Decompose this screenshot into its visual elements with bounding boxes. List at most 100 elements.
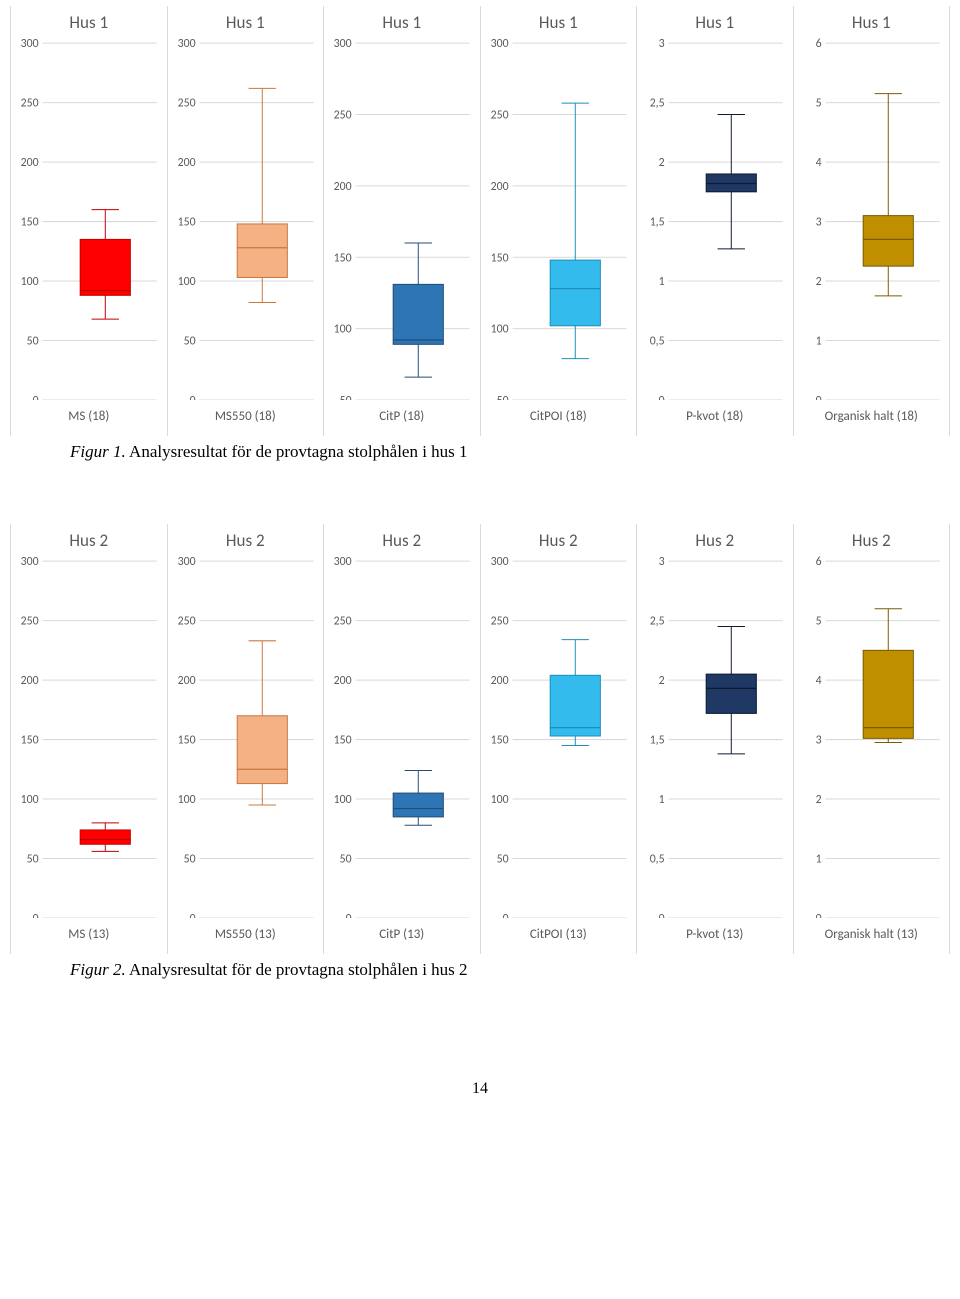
svg-text:250: 250 bbox=[177, 96, 195, 110]
svg-text:300: 300 bbox=[490, 37, 508, 51]
svg-text:200: 200 bbox=[21, 674, 39, 688]
figure-spacer bbox=[10, 462, 950, 518]
svg-text:1: 1 bbox=[815, 334, 821, 348]
svg-text:100: 100 bbox=[490, 793, 508, 807]
svg-text:50: 50 bbox=[183, 852, 195, 866]
page: Hus 1050100150200250300MS (18)Hus 105010… bbox=[0, 6, 960, 1138]
svg-text:6: 6 bbox=[815, 555, 821, 569]
panel-xlabel: CitPOI (18) bbox=[485, 400, 633, 432]
panel-title: Hus 2 bbox=[798, 530, 946, 551]
boxplot-panel: Hus 2050100150200250300MS (13) bbox=[11, 524, 168, 954]
svg-text:2,5: 2,5 bbox=[650, 96, 665, 110]
boxplot-svg: 050100150200250300 bbox=[15, 555, 163, 918]
svg-text:250: 250 bbox=[21, 96, 39, 110]
svg-text:250: 250 bbox=[490, 108, 508, 122]
svg-text:100: 100 bbox=[177, 275, 195, 289]
boxplot-panel: Hus 100,511,522,53P-kvot (18) bbox=[637, 6, 794, 436]
panel-title: Hus 1 bbox=[485, 12, 633, 33]
plot-area: 050100150200250300 bbox=[15, 555, 163, 918]
boxplot-svg: 0123456 bbox=[798, 37, 946, 400]
svg-text:1,5: 1,5 bbox=[650, 215, 665, 229]
svg-text:3: 3 bbox=[659, 555, 665, 569]
svg-text:5: 5 bbox=[815, 96, 821, 110]
panel-title: Hus 1 bbox=[15, 12, 163, 33]
plot-area: 0123456 bbox=[798, 37, 946, 400]
svg-text:150: 150 bbox=[334, 251, 352, 265]
panel-title: Hus 2 bbox=[641, 530, 789, 551]
panel-title: Hus 1 bbox=[328, 12, 476, 33]
svg-text:1,5: 1,5 bbox=[650, 733, 665, 747]
svg-text:200: 200 bbox=[177, 674, 195, 688]
svg-text:250: 250 bbox=[334, 108, 352, 122]
svg-text:0,5: 0,5 bbox=[650, 334, 665, 348]
svg-text:1: 1 bbox=[659, 793, 665, 807]
svg-text:300: 300 bbox=[21, 37, 39, 51]
svg-text:300: 300 bbox=[177, 37, 195, 51]
panel-xlabel: CitP (18) bbox=[328, 400, 476, 432]
plot-area: 050100150200250300 bbox=[15, 37, 163, 400]
svg-text:250: 250 bbox=[177, 614, 195, 628]
plot-area: 0123456 bbox=[798, 555, 946, 918]
svg-text:50: 50 bbox=[340, 394, 352, 400]
svg-text:50: 50 bbox=[340, 852, 352, 866]
plot-area: 050100150200250300 bbox=[485, 555, 633, 918]
svg-text:3: 3 bbox=[815, 733, 821, 747]
svg-text:0: 0 bbox=[189, 912, 195, 918]
svg-text:150: 150 bbox=[334, 733, 352, 747]
svg-text:50: 50 bbox=[27, 334, 39, 348]
boxplot-panel: Hus 200,511,522,53P-kvot (13) bbox=[637, 524, 794, 954]
svg-text:150: 150 bbox=[490, 251, 508, 265]
figure-caption-label: Figur 1. bbox=[70, 442, 126, 461]
boxplot-panel: Hus 150100150200250300CitPOI (18) bbox=[481, 6, 638, 436]
boxplot-svg: 00,511,522,53 bbox=[641, 37, 789, 400]
boxplot-panel: Hus 1050100150200250300MS550 (18) bbox=[168, 6, 325, 436]
panel-title: Hus 2 bbox=[328, 530, 476, 551]
svg-text:200: 200 bbox=[490, 674, 508, 688]
plot-area: 050100150200250300 bbox=[172, 37, 320, 400]
boxplot-svg: 00,511,522,53 bbox=[641, 555, 789, 918]
svg-text:0: 0 bbox=[815, 394, 821, 400]
figure-row: Hus 2050100150200250300MS (13)Hus 205010… bbox=[10, 524, 950, 954]
page-number: 14 bbox=[10, 1080, 950, 1098]
boxplot-svg: 050100150200250300 bbox=[328, 555, 476, 918]
plot-area: 50100150200250300 bbox=[485, 37, 633, 400]
svg-text:200: 200 bbox=[334, 674, 352, 688]
boxplot-svg: 050100150200250300 bbox=[172, 37, 320, 400]
svg-text:5: 5 bbox=[815, 614, 821, 628]
svg-text:0: 0 bbox=[346, 912, 352, 918]
svg-text:4: 4 bbox=[815, 156, 821, 170]
svg-text:100: 100 bbox=[490, 323, 508, 337]
svg-text:4: 4 bbox=[815, 674, 821, 688]
panel-xlabel: Organisk halt (18) bbox=[798, 400, 946, 432]
svg-text:1: 1 bbox=[815, 852, 821, 866]
panel-xlabel: Organisk halt (13) bbox=[798, 918, 946, 950]
boxplot-panel: Hus 150100150200250300CitP (18) bbox=[324, 6, 481, 436]
svg-text:100: 100 bbox=[334, 323, 352, 337]
panel-title: Hus 1 bbox=[641, 12, 789, 33]
svg-text:150: 150 bbox=[21, 215, 39, 229]
figure-caption: Figur 2. Analysresultat för de provtagna… bbox=[70, 960, 950, 980]
panel-title: Hus 1 bbox=[798, 12, 946, 33]
figure-caption-text: Analysresultat för de provtagna stolphål… bbox=[126, 960, 468, 979]
svg-text:200: 200 bbox=[490, 180, 508, 194]
panel-xlabel: MS550 (13) bbox=[172, 918, 320, 950]
boxplot-svg: 50100150200250300 bbox=[485, 37, 633, 400]
boxplot-panel: Hus 20123456Organisk halt (13) bbox=[794, 524, 951, 954]
boxplot-panel: Hus 2050100150200250300CitPOI (13) bbox=[481, 524, 638, 954]
svg-text:150: 150 bbox=[177, 215, 195, 229]
panel-xlabel: MS550 (18) bbox=[172, 400, 320, 432]
svg-text:2,5: 2,5 bbox=[650, 614, 665, 628]
panel-title: Hus 2 bbox=[172, 530, 320, 551]
svg-text:3: 3 bbox=[659, 37, 665, 51]
svg-text:150: 150 bbox=[490, 733, 508, 747]
svg-text:0: 0 bbox=[502, 912, 508, 918]
svg-text:2: 2 bbox=[659, 156, 665, 170]
svg-text:300: 300 bbox=[334, 555, 352, 569]
svg-text:0: 0 bbox=[33, 912, 39, 918]
plot-area: 050100150200250300 bbox=[328, 555, 476, 918]
svg-text:50: 50 bbox=[183, 334, 195, 348]
svg-text:6: 6 bbox=[815, 37, 821, 51]
panel-title: Hus 2 bbox=[485, 530, 633, 551]
svg-text:2: 2 bbox=[815, 275, 821, 289]
svg-text:250: 250 bbox=[21, 614, 39, 628]
